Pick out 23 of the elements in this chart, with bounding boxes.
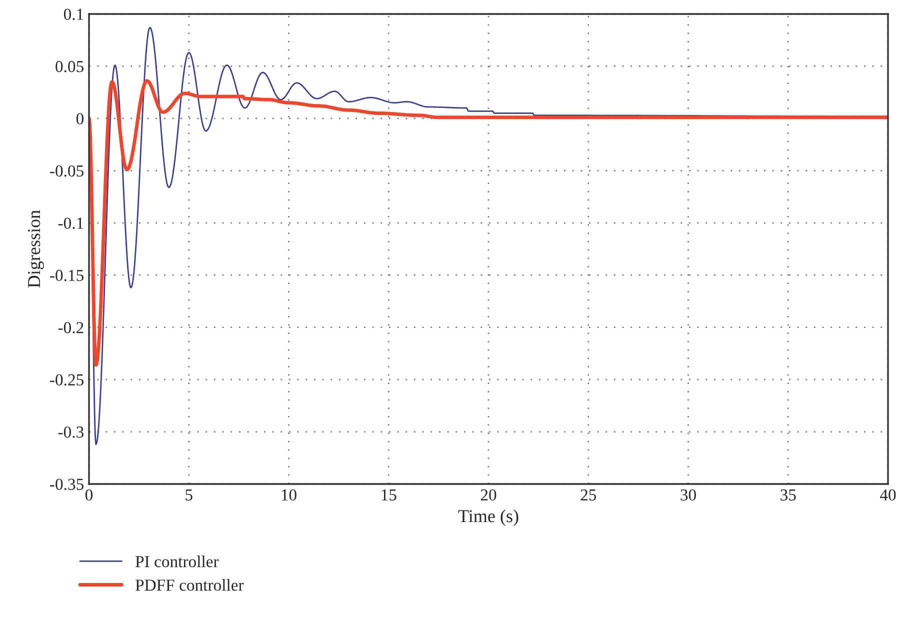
y-tick-label: -0.25: [50, 374, 84, 386]
y-tick-label: -0.15: [50, 270, 84, 282]
x-tick-label: 35: [780, 489, 796, 501]
x-tick-label: 0: [85, 489, 93, 501]
y-axis-title: Digression: [28, 210, 44, 288]
y-tick-label: -0.1: [58, 218, 84, 229]
x-tick-label: 15: [382, 489, 396, 501]
y-tick-label: 0: [76, 113, 84, 124]
x-axis-title: Time (s): [458, 510, 518, 526]
y-tick-label: -0.3: [58, 426, 84, 438]
y-tick-label: -0.35: [50, 478, 84, 490]
x-tick-label: 25: [580, 489, 596, 501]
legend-label: PI controller: [136, 556, 219, 568]
x-tick-label: 30: [680, 489, 696, 501]
x-tick-label: 40: [880, 489, 896, 501]
y-tick-label: -0.05: [50, 165, 84, 177]
x-tick-label: 20: [480, 489, 496, 501]
y-tick-label: -0.2: [58, 322, 84, 334]
legend-label: PDFF controller: [136, 579, 244, 591]
y-tick-label: 0.1: [64, 8, 84, 20]
y-tick-label: 0.05: [56, 60, 84, 72]
x-tick-label: 10: [282, 489, 296, 501]
x-tick-label: 5: [186, 490, 192, 501]
